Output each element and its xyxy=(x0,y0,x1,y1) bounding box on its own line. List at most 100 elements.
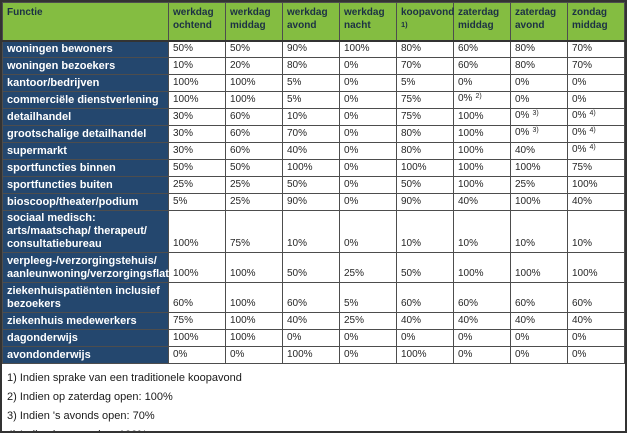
value-cell: 40% xyxy=(510,142,568,160)
percentage-value: 100% xyxy=(287,349,313,360)
value-cell: 5% xyxy=(282,74,340,92)
percentage-value: 25% xyxy=(230,179,251,190)
value-cell: 0% 4) xyxy=(567,125,625,143)
footnote-marker: 3) xyxy=(532,127,539,134)
percentage-value: 50% xyxy=(287,268,308,279)
table-row: sociaal medisch: arts/maatschap/ therape… xyxy=(2,210,625,253)
percentage-value: 0% xyxy=(572,77,587,88)
percentage-value: 0% xyxy=(344,332,359,343)
row-label: sociaal medisch: arts/maatschap/ therape… xyxy=(2,210,169,253)
row-label: commerciële dienstverlening xyxy=(2,91,169,109)
value-cell: 100% xyxy=(453,142,511,160)
value-cell: 80% xyxy=(510,57,568,75)
value-cell: 70% xyxy=(282,125,340,143)
value-cell: 100% xyxy=(510,252,568,283)
row-label: woningen bewoners xyxy=(2,40,169,58)
table-row: ziekenhuis medewerkers 75% 100% 40% 25% 40% 40… xyxy=(2,312,625,330)
column-header-functie: Functie xyxy=(2,2,169,42)
value-cell: 100% xyxy=(453,159,511,177)
percentage-value: 5% xyxy=(287,77,302,88)
footnotes: 1) Indien sprake van een traditionele ko… xyxy=(2,364,625,431)
value-cell: 80% xyxy=(282,57,340,75)
percentage-value: 25% xyxy=(344,268,365,279)
value-cell: 60% xyxy=(225,142,283,160)
percentage-value: 60% xyxy=(515,298,536,309)
percentage-value: 100% xyxy=(173,238,199,249)
occupancy-table: Functie werkdag ochtend werkdag middag wer… xyxy=(2,2,625,364)
value-cell: 0% 4) xyxy=(567,142,625,160)
percentage-value: 30% xyxy=(173,128,194,139)
percentage-value: 70% xyxy=(572,60,593,71)
percentage-value: 25% xyxy=(515,179,536,190)
footnote-line: 2) Indien op zaterdag open: 100% xyxy=(7,391,173,403)
percentage-value: 25% xyxy=(230,196,251,207)
percentage-value: 30% xyxy=(173,111,194,122)
row-label: verpleeg-/verzorgingstehuis/ aanleunwoni… xyxy=(2,252,169,283)
percentage-value: 5% xyxy=(173,196,188,207)
value-cell: 0% xyxy=(282,329,340,347)
value-cell: 0% xyxy=(339,210,397,253)
value-cell: 0% xyxy=(453,329,511,347)
value-cell: 0% xyxy=(339,346,397,364)
value-cell: 25% xyxy=(510,176,568,194)
row-label: kantoor/bedrijven xyxy=(2,74,169,92)
value-cell: 0% xyxy=(567,346,625,364)
value-cell: 100% xyxy=(567,176,625,194)
column-header-label: zaterdag middag xyxy=(458,7,500,31)
percentage-value: 0% xyxy=(458,332,473,343)
percentage-value: 40% xyxy=(458,196,479,207)
percentage-value: 75% xyxy=(173,315,194,326)
value-cell: 40% xyxy=(510,312,568,330)
percentage-value: 70% xyxy=(401,60,422,71)
value-cell: 5% xyxy=(396,74,454,92)
value-cell: 0% xyxy=(510,91,568,109)
percentage-value: 100% xyxy=(458,179,484,190)
column-header-label: werkdag middag xyxy=(230,7,271,31)
value-cell: 0% xyxy=(339,329,397,347)
value-cell: 25% xyxy=(225,193,283,211)
value-cell: 100% xyxy=(225,312,283,330)
value-cell: 80% xyxy=(396,125,454,143)
value-cell: 80% xyxy=(510,40,568,58)
percentage-value: 100% xyxy=(173,77,199,88)
value-cell: 60% xyxy=(567,282,625,313)
percentage-value: 60% xyxy=(401,298,422,309)
value-cell: 70% xyxy=(567,40,625,58)
value-cell: 50% xyxy=(282,176,340,194)
value-cell: 40% xyxy=(453,193,511,211)
percentage-value: 100% xyxy=(230,298,256,309)
column-header-label: werkdag avond xyxy=(287,7,328,31)
percentage-value: 0% xyxy=(515,349,530,360)
percentage-value: 75% xyxy=(230,238,251,249)
value-cell: 10% xyxy=(168,57,226,75)
percentage-value: 100% xyxy=(401,162,427,173)
percentage-value: 40% xyxy=(572,315,593,326)
percentage-value: 0% xyxy=(287,332,302,343)
value-cell: 100% xyxy=(225,252,283,283)
value-cell: 0% xyxy=(225,346,283,364)
value-cell: 0% 3) xyxy=(510,125,568,143)
value-cell: 70% xyxy=(396,57,454,75)
value-cell: 100% xyxy=(567,252,625,283)
percentage-value: 5% xyxy=(401,77,416,88)
percentage-value: 60% xyxy=(458,60,479,71)
percentage-value: 10% xyxy=(458,238,479,249)
value-cell: 40% xyxy=(567,193,625,211)
value-cell: 75% xyxy=(225,210,283,253)
header-row: Functie werkdag ochtend werkdag middag wer… xyxy=(2,2,625,42)
value-cell: 40% xyxy=(567,312,625,330)
percentage-value: 50% xyxy=(230,43,251,54)
percentage-value: 0% xyxy=(572,144,587,155)
percentage-value: 5% xyxy=(287,94,302,105)
percentage-value: 50% xyxy=(401,268,422,279)
percentage-value: 70% xyxy=(287,128,308,139)
percentage-value: 40% xyxy=(458,315,479,326)
footnote-line: 3) Indien 's avonds open: 70% xyxy=(7,410,155,422)
value-cell: 100% xyxy=(339,40,397,58)
value-cell: 0% xyxy=(339,91,397,109)
percentage-value: 0% xyxy=(344,128,359,139)
column-header-label: koopavond xyxy=(401,7,455,18)
row-label: detailhandel xyxy=(2,108,169,126)
value-cell: 10% xyxy=(282,108,340,126)
percentage-value: 0% xyxy=(344,77,359,88)
